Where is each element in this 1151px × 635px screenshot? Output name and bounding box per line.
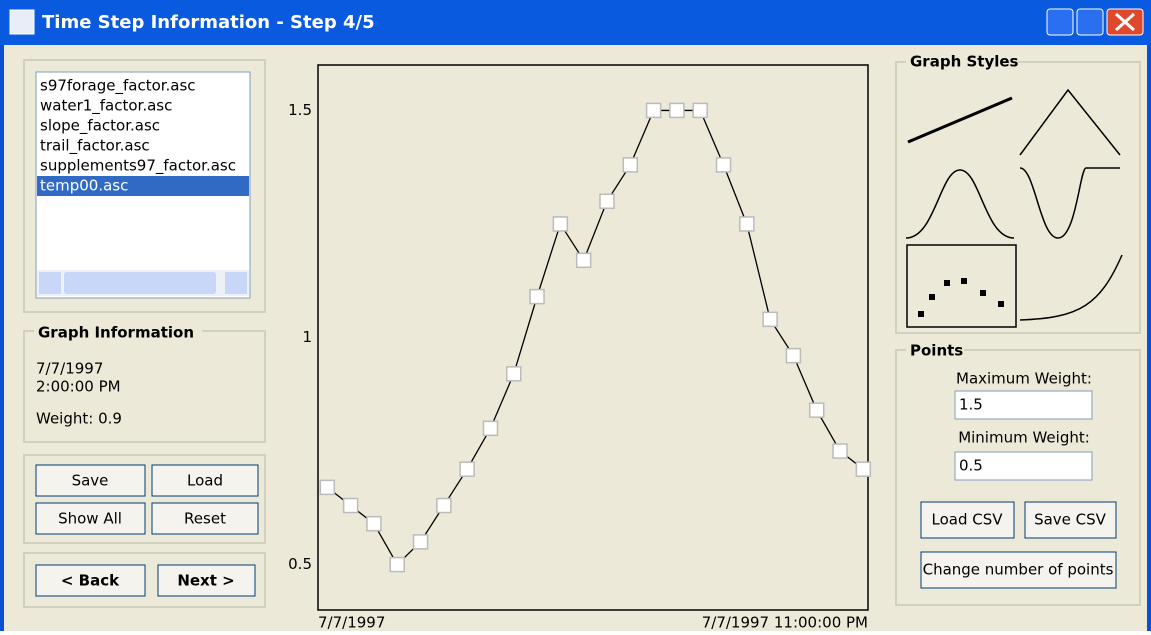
- data-point[interactable]: [739, 216, 755, 232]
- data-point[interactable]: [459, 461, 475, 477]
- data-point[interactable]: [319, 479, 336, 496]
- group-title: Graph Information: [38, 324, 194, 342]
- file-item: s97forage_factor.asc: [40, 77, 196, 96]
- data-point[interactable]: [832, 443, 848, 459]
- scroll-left[interactable]: [39, 272, 61, 294]
- min-value: 0.5: [959, 457, 983, 475]
- data-point[interactable]: [645, 102, 662, 119]
- group-title-bg: [906, 52, 1018, 72]
- max-input[interactable]: [954, 390, 1093, 420]
- file-item: slope_factor.asc: [40, 117, 160, 136]
- data-point[interactable]: [506, 366, 522, 382]
- button-label: Next >: [177, 572, 234, 590]
- button-label: Save: [72, 472, 109, 490]
- data-point[interactable]: [669, 102, 685, 119]
- style-points[interactable]: [906, 244, 1017, 328]
- data-point[interactable]: [692, 102, 708, 119]
- plot-area[interactable]: [317, 64, 869, 611]
- data-point[interactable]: [575, 252, 592, 269]
- y-tick-label: 0.5: [288, 555, 312, 573]
- min-input[interactable]: [954, 451, 1093, 481]
- style-linear[interactable]: [907, 96, 1013, 144]
- button-label: Load: [187, 472, 223, 490]
- minimize-button[interactable]: [1046, 8, 1074, 36]
- data-point[interactable]: [715, 157, 732, 173]
- style-exponential[interactable]: [1019, 254, 1123, 321]
- group-title: Graph Styles: [910, 53, 1019, 71]
- back-button[interactable]: [35, 564, 146, 597]
- group-title: Points: [910, 342, 963, 360]
- data-point[interactable]: [622, 157, 639, 173]
- file-item: trail_factor.asc: [40, 137, 150, 156]
- scroll-thumb[interactable]: [64, 272, 216, 294]
- group-title-bg: [34, 322, 202, 342]
- style-dot: [929, 294, 935, 300]
- button-label: Reset: [184, 510, 226, 528]
- data-point[interactable]: [412, 534, 429, 550]
- x-tick-label: 7/7/1997: [318, 614, 385, 632]
- file-item: temp00.asc: [40, 177, 128, 195]
- app-icon: [9, 9, 35, 35]
- style-triangle[interactable]: [1019, 88, 1121, 156]
- y-tick-label: 1.5: [288, 101, 312, 119]
- load-csv-button[interactable]: [920, 501, 1015, 539]
- title-bar: [0, 0, 1151, 45]
- change-points-button[interactable]: [920, 551, 1117, 589]
- reset-button[interactable]: [151, 502, 259, 535]
- y-tick-label: 1: [302, 328, 312, 346]
- file-item: supplements97_factor.asc: [40, 157, 236, 176]
- style-dot: [918, 311, 924, 317]
- window-title: Time Step Information - Step 4/5: [42, 12, 375, 33]
- data-point[interactable]: [599, 193, 615, 209]
- button-group: [23, 454, 266, 544]
- file-item: water1_factor.asc: [40, 97, 172, 116]
- data-point[interactable]: [482, 420, 499, 437]
- button-label: Load CSV: [931, 511, 1003, 529]
- data-point[interactable]: [342, 497, 359, 514]
- style-dot: [961, 278, 967, 284]
- button-label: Save CSV: [1034, 511, 1107, 529]
- group-title-bg: [906, 340, 964, 360]
- show-all-button[interactable]: [35, 502, 146, 535]
- save-button[interactable]: [35, 464, 146, 497]
- info-weight: Weight: 0.9: [36, 410, 122, 428]
- button-label: < Back: [61, 572, 120, 590]
- load-button[interactable]: [151, 464, 259, 497]
- data-point[interactable]: [389, 556, 405, 573]
- data-point[interactable]: [436, 497, 452, 514]
- next-button[interactable]: [157, 564, 256, 597]
- info-time: 2:00:00 PM: [36, 378, 121, 396]
- style-dot: [944, 280, 950, 286]
- info-date: 7/7/1997: [36, 360, 103, 378]
- close-icon: [1115, 12, 1135, 32]
- style-wave[interactable]: [1019, 167, 1120, 239]
- data-point[interactable]: [762, 311, 778, 328]
- data-point[interactable]: [785, 347, 802, 364]
- min-label: Minimum Weight:: [958, 429, 1090, 447]
- data-point[interactable]: [366, 515, 382, 532]
- data-point[interactable]: [855, 461, 872, 477]
- file-group: [23, 59, 266, 313]
- scroll-right[interactable]: [225, 272, 247, 294]
- save-csv-button[interactable]: [1024, 501, 1117, 539]
- x-tick-label: 7/7/1997 11:00:00 PM: [702, 614, 868, 632]
- nav-group: [23, 552, 266, 608]
- max-value: 1.5: [959, 396, 983, 414]
- button-label: Change number of points: [923, 561, 1114, 579]
- button-label: Show All: [58, 510, 122, 528]
- data-point[interactable]: [808, 402, 825, 418]
- max-label: Maximum Weight:: [956, 370, 1092, 388]
- maximize-button[interactable]: [1076, 8, 1104, 36]
- data-point[interactable]: [529, 288, 545, 305]
- selected-row: [37, 176, 249, 196]
- style-bell[interactable]: [905, 169, 1015, 239]
- points-group: [895, 349, 1141, 606]
- data-point[interactable]: [552, 216, 569, 232]
- style-dot: [998, 301, 1004, 307]
- style-dot: [980, 290, 986, 296]
